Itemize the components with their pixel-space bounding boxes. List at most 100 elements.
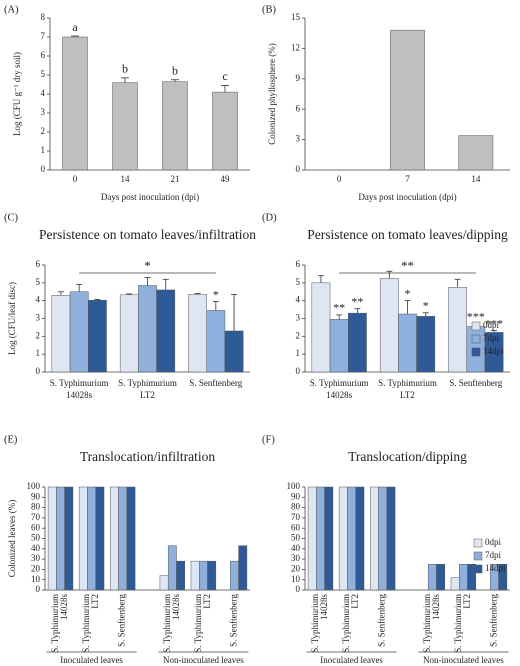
y-axis-label: Colonized leaves (%) — [7, 500, 17, 577]
bar — [167, 545, 177, 591]
significance-label: * — [423, 299, 429, 313]
y-tick-label: 3 — [36, 313, 41, 323]
y-tick-label: 70 — [291, 512, 301, 522]
bar — [459, 564, 468, 591]
x-tick-label: 14 — [121, 174, 131, 184]
y-tick-label: 0 — [296, 366, 301, 376]
bar — [398, 313, 417, 373]
legend-label: 14dpi — [485, 563, 506, 573]
bar — [307, 486, 317, 591]
chart-title: Translocation/infiltration — [80, 449, 215, 464]
bar — [138, 285, 157, 373]
significance-label: * — [405, 286, 411, 300]
bar — [109, 486, 119, 591]
group-label: Inoculated leaves — [60, 655, 123, 665]
y-tick-label: 10 — [291, 574, 301, 584]
bar — [311, 282, 331, 373]
significance-label: ** — [333, 301, 345, 315]
bar — [369, 486, 379, 591]
legend-label: 14dpi — [483, 346, 504, 356]
bar — [467, 564, 477, 591]
y-tick-label: 9 — [296, 73, 301, 83]
y-tick-label: 6 — [296, 259, 301, 269]
bar — [427, 564, 437, 591]
group-label: Inoculated leaves — [320, 655, 383, 665]
panel-label: (D) — [262, 212, 277, 223]
bar — [416, 316, 436, 373]
x-tick-label: S. Typhimurium — [453, 594, 463, 653]
x-tick-label: LT2 — [462, 594, 472, 609]
y-tick-label: 3 — [296, 313, 301, 323]
group-label: Non-inoculated leaves — [423, 655, 504, 665]
bar — [378, 486, 388, 591]
y-tick-label: 2 — [36, 330, 41, 340]
bar — [212, 91, 238, 171]
legend-label: 7dpi — [483, 333, 500, 343]
x-tick-label: LT2 — [140, 390, 155, 400]
x-tick-label: S. Senftenberg — [377, 594, 387, 647]
bar — [118, 486, 128, 591]
bar — [390, 29, 425, 171]
y-tick-label: 60 — [291, 522, 301, 532]
x-tick-label: S. Typhimurium — [341, 594, 351, 653]
x-tick-label: LT2 — [202, 594, 212, 609]
bar — [448, 287, 467, 373]
x-axis-label: Days post inoculation (dpi) — [358, 192, 456, 202]
x-tick-label: S. Senftenberg — [489, 594, 499, 647]
bar — [62, 36, 88, 171]
y-axis-label: Log (CFU/leaf disc) — [7, 282, 17, 355]
bar — [95, 486, 105, 591]
bar — [47, 486, 57, 591]
x-tick-label: S. Typhimurium — [81, 594, 91, 653]
x-tick-label: S. Senftenberg — [229, 594, 239, 647]
bar — [458, 135, 494, 171]
bar — [199, 560, 208, 591]
y-axis-label: Log (CFU g⁻¹ dry soil) — [12, 52, 22, 136]
y-tick-label: 12 — [291, 42, 300, 52]
y-tick-label: 1 — [36, 348, 41, 358]
y-tick-label: 0 — [36, 584, 41, 594]
y-tick-label: 50 — [291, 533, 301, 543]
y-tick-label: 0 — [36, 366, 41, 376]
bar — [207, 560, 217, 591]
bar — [51, 295, 71, 373]
y-tick-label: 2 — [41, 126, 46, 136]
x-tick-label: 49 — [221, 174, 231, 184]
x-tick-label: 0 — [337, 174, 342, 184]
x-tick-label: LT2 — [90, 594, 100, 609]
bar — [224, 330, 244, 373]
bar — [88, 300, 107, 373]
bar — [87, 486, 96, 591]
y-tick-label: 5 — [41, 69, 46, 79]
y-tick-label: 20 — [291, 563, 301, 573]
panel-label: (C) — [4, 212, 19, 223]
bar — [329, 319, 349, 373]
letter-label: c — [222, 69, 227, 83]
panel-label: (B) — [262, 4, 277, 15]
y-tick-label: 5 — [296, 277, 301, 287]
panel-label: (E) — [4, 434, 18, 445]
legend-swatch — [473, 538, 483, 548]
legend-label: 0dpi — [485, 537, 502, 547]
y-tick-label: 5 — [36, 277, 41, 287]
legend-swatch — [471, 334, 481, 344]
y-tick-label: 8 — [41, 12, 46, 22]
bar — [176, 560, 186, 591]
y-tick-label: 4 — [296, 295, 301, 305]
bar — [69, 291, 89, 373]
y-tick-label: 7 — [41, 31, 46, 41]
x-tick-label: 21 — [171, 174, 180, 184]
bar — [156, 289, 176, 373]
y-tick-label: 6 — [36, 259, 41, 269]
bar — [112, 82, 138, 171]
y-tick-label: 4 — [36, 295, 41, 305]
y-tick-label: 70 — [31, 512, 41, 522]
bar — [56, 486, 65, 591]
y-tick-label: 50 — [31, 533, 41, 543]
bar — [162, 81, 188, 171]
bar — [348, 312, 367, 373]
x-tick-label: S. Typhimurium — [118, 378, 177, 388]
y-tick-label: 1 — [41, 145, 46, 155]
y-tick-label: 0 — [296, 164, 301, 174]
